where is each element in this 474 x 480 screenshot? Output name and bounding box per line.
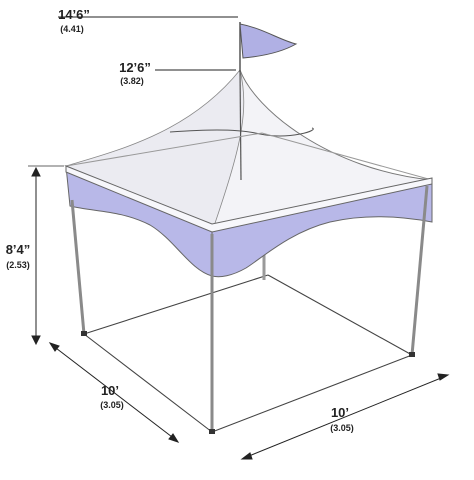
leg-feet <box>81 331 415 434</box>
valance-left <box>65 165 213 277</box>
peak-height-label: 12’6” <box>119 60 151 75</box>
dimension-lines <box>28 16 450 460</box>
peak-height-metric: (3.82) <box>120 76 144 86</box>
flag <box>239 22 298 72</box>
width-right-metric: (3.05) <box>330 423 354 433</box>
flag-height-label: 14’6” <box>58 7 90 22</box>
width-left-label: 10’ <box>101 383 119 398</box>
front-legs <box>70 185 429 432</box>
side-height-metric: (2.53) <box>6 260 30 270</box>
width-left-metric: (3.05) <box>100 400 124 410</box>
side-height-label: 8’4” <box>6 242 31 257</box>
width-right-label: 10’ <box>331 405 349 420</box>
roof-rim <box>65 165 433 233</box>
valance-right <box>211 179 433 278</box>
flag-height-metric: (4.41) <box>60 24 84 34</box>
floor-outline <box>83 274 413 433</box>
